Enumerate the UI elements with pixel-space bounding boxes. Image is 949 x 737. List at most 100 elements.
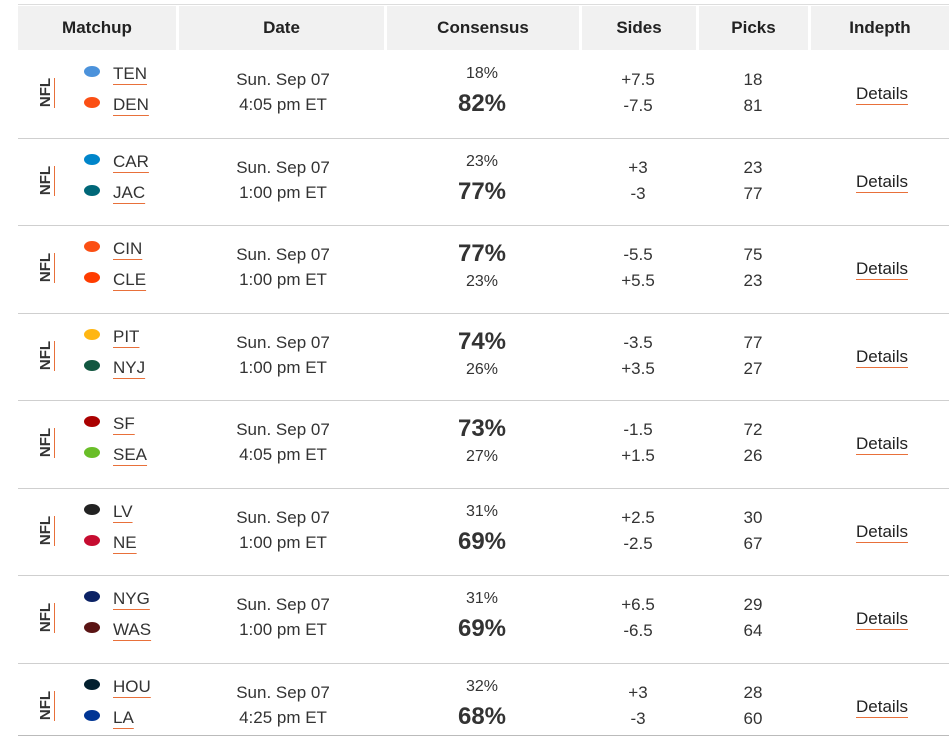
- league-accent: [54, 515, 55, 546]
- pick-count: 67: [743, 533, 763, 553]
- consensus-minor: 23%: [465, 273, 499, 290]
- side-line: +2.5: [621, 507, 655, 527]
- team-link[interactable]: CAR: [113, 151, 149, 171]
- consensus-major: 77%: [457, 240, 507, 267]
- pick-count: 28: [743, 682, 763, 702]
- details-link[interactable]: Details: [856, 609, 908, 628]
- details-link[interactable]: Details: [856, 696, 908, 716]
- row-divider: [18, 225, 949, 226]
- consensus-major: 82%: [457, 90, 507, 117]
- game-date: Sun. Sep 07: [236, 595, 330, 614]
- consensus-major: 77%: [457, 177, 507, 205]
- side-line: -3: [630, 183, 646, 203]
- team-link[interactable]: CLE: [113, 270, 147, 289]
- pick-count: 64: [743, 621, 763, 640]
- details-link[interactable]: Details: [856, 171, 908, 191]
- team-link[interactable]: SEA: [113, 445, 148, 464]
- consensus-minor: 26%: [465, 360, 499, 378]
- league-label: NFL: [37, 427, 55, 458]
- team-logo: [84, 622, 100, 633]
- game-date: Sun. Sep 07: [236, 420, 330, 439]
- team-link[interactable]: TEN: [113, 64, 147, 83]
- details-link[interactable]: Details: [856, 259, 908, 278]
- pick-count: 81: [743, 96, 763, 115]
- details-link[interactable]: Details: [856, 346, 908, 366]
- league-label: NFL: [37, 252, 55, 283]
- league-label: NFL: [37, 515, 55, 545]
- pick-count: 23: [743, 271, 763, 290]
- pick-count: 75: [743, 245, 763, 264]
- league-accent: [54, 340, 55, 371]
- column-header: Date: [179, 6, 384, 50]
- row-divider: [18, 312, 949, 314]
- team-logo: [84, 447, 100, 458]
- row-divider: [18, 400, 949, 401]
- details-link[interactable]: Details: [856, 434, 908, 453]
- team-link[interactable]: LA: [113, 707, 134, 727]
- team-link[interactable]: PIT: [113, 326, 140, 346]
- game-time: 4:05 pm ET: [239, 95, 327, 114]
- league-accent: [54, 165, 55, 196]
- team-logo: [84, 184, 100, 196]
- league-accent: [54, 253, 55, 283]
- league-accent: [54, 603, 55, 633]
- side-line: +3.5: [621, 358, 655, 378]
- side-line: +7.5: [621, 70, 655, 89]
- pick-count: 29: [743, 595, 763, 614]
- column-header: Matchup: [18, 6, 176, 50]
- league-label: NFL: [37, 77, 55, 108]
- game-time: 1:00 pm ET: [239, 620, 327, 639]
- row-divider: [18, 575, 949, 576]
- league-label: NFL: [37, 602, 55, 633]
- team-logo: [84, 678, 100, 690]
- team-link[interactable]: NYG: [113, 589, 150, 608]
- game-date: Sun. Sep 07: [236, 682, 330, 702]
- pick-count: 60: [743, 708, 763, 728]
- team-link[interactable]: JAC: [113, 182, 146, 202]
- side-line: -1.5: [623, 420, 653, 439]
- team-logo: [84, 272, 100, 283]
- column-header: Picks: [699, 6, 808, 50]
- pick-count: 72: [743, 420, 763, 439]
- team-link[interactable]: SF: [113, 414, 135, 433]
- pick-count: 27: [743, 358, 763, 378]
- team-logo: [84, 591, 100, 602]
- consensus-major: 68%: [457, 702, 507, 730]
- league-label: NFL: [37, 165, 55, 195]
- column-header: Consensus: [387, 6, 579, 50]
- team-link[interactable]: NYJ: [113, 357, 146, 377]
- consensus-minor: 31%: [465, 502, 499, 520]
- details-link[interactable]: Details: [856, 84, 908, 103]
- pick-count: 26: [743, 446, 763, 465]
- team-link[interactable]: CIN: [113, 239, 143, 258]
- column-header: Sides: [582, 6, 696, 50]
- game-date: Sun. Sep 07: [236, 332, 330, 352]
- team-logo: [84, 503, 100, 515]
- team-link[interactable]: DEN: [113, 95, 149, 114]
- consensus-minor: 27%: [465, 448, 499, 465]
- consensus-minor: 18%: [465, 65, 499, 82]
- side-line: -5.5: [623, 245, 653, 264]
- team-link[interactable]: WAS: [113, 620, 152, 639]
- pick-count: 30: [743, 507, 763, 527]
- game-date: Sun. Sep 07: [236, 245, 330, 264]
- league-label: NFL: [37, 340, 55, 370]
- game-date: Sun. Sep 07: [236, 157, 330, 177]
- pick-count: 77: [743, 183, 763, 203]
- team-link[interactable]: HOU: [113, 676, 151, 696]
- game-date: Sun. Sep 07: [236, 70, 330, 89]
- details-link[interactable]: Details: [856, 521, 908, 541]
- game-date: Sun. Sep 07: [236, 507, 330, 527]
- game-time: 4:05 pm ET: [239, 445, 327, 464]
- side-line: +5.5: [621, 271, 655, 290]
- side-line: -7.5: [623, 96, 653, 115]
- team-link[interactable]: NE: [113, 532, 137, 552]
- team-link[interactable]: LV: [113, 501, 133, 521]
- top-border: [18, 4, 949, 5]
- league-label: NFL: [37, 690, 55, 720]
- consensus-minor: 23%: [465, 152, 499, 170]
- bottom-border: [18, 735, 949, 736]
- team-logo: [84, 66, 100, 77]
- consensus-major: 69%: [457, 615, 507, 642]
